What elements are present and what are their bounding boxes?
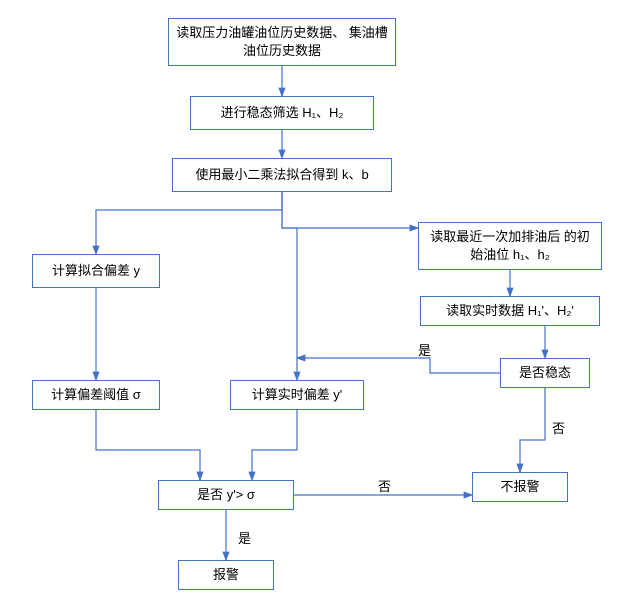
node-n1: 读取压力油罐油位历史数据、 集油槽油位历史数据 bbox=[168, 18, 396, 66]
node-n3: 使用最小二乘法拟合得到 k、b bbox=[172, 158, 392, 192]
node-n9: 计算实时偏差 y' bbox=[230, 380, 364, 410]
node-n4: 计算拟合偏差 y bbox=[32, 254, 160, 288]
node-n6: 读取实时数据 H₁'、H₂' bbox=[420, 296, 600, 326]
edge-10 bbox=[96, 410, 200, 480]
node-n5: 读取最近一次加排油后 的初始油位 h₁、h₂ bbox=[418, 222, 602, 270]
edge-8 bbox=[520, 388, 545, 472]
edge-4 bbox=[282, 192, 418, 228]
node-n10: 是否 y'> σ bbox=[158, 480, 294, 510]
edge-label-12: 否 bbox=[378, 476, 391, 495]
edge-label-8: 否 bbox=[552, 418, 565, 437]
edge-3 bbox=[282, 192, 297, 380]
node-n12: 报警 bbox=[178, 560, 274, 590]
edge-7 bbox=[297, 358, 500, 373]
node-n8: 计算偏差阈值 σ bbox=[32, 380, 160, 410]
edge-11 bbox=[252, 410, 297, 480]
edge-label-7: 是 bbox=[418, 340, 431, 359]
node-n11: 不报警 bbox=[472, 472, 568, 502]
node-n7: 是否稳态 bbox=[500, 358, 590, 388]
node-n2: 进行稳态筛选 H₁、H₂ bbox=[190, 96, 374, 130]
edge-label-13: 是 bbox=[238, 528, 251, 547]
edge-2 bbox=[96, 192, 282, 254]
